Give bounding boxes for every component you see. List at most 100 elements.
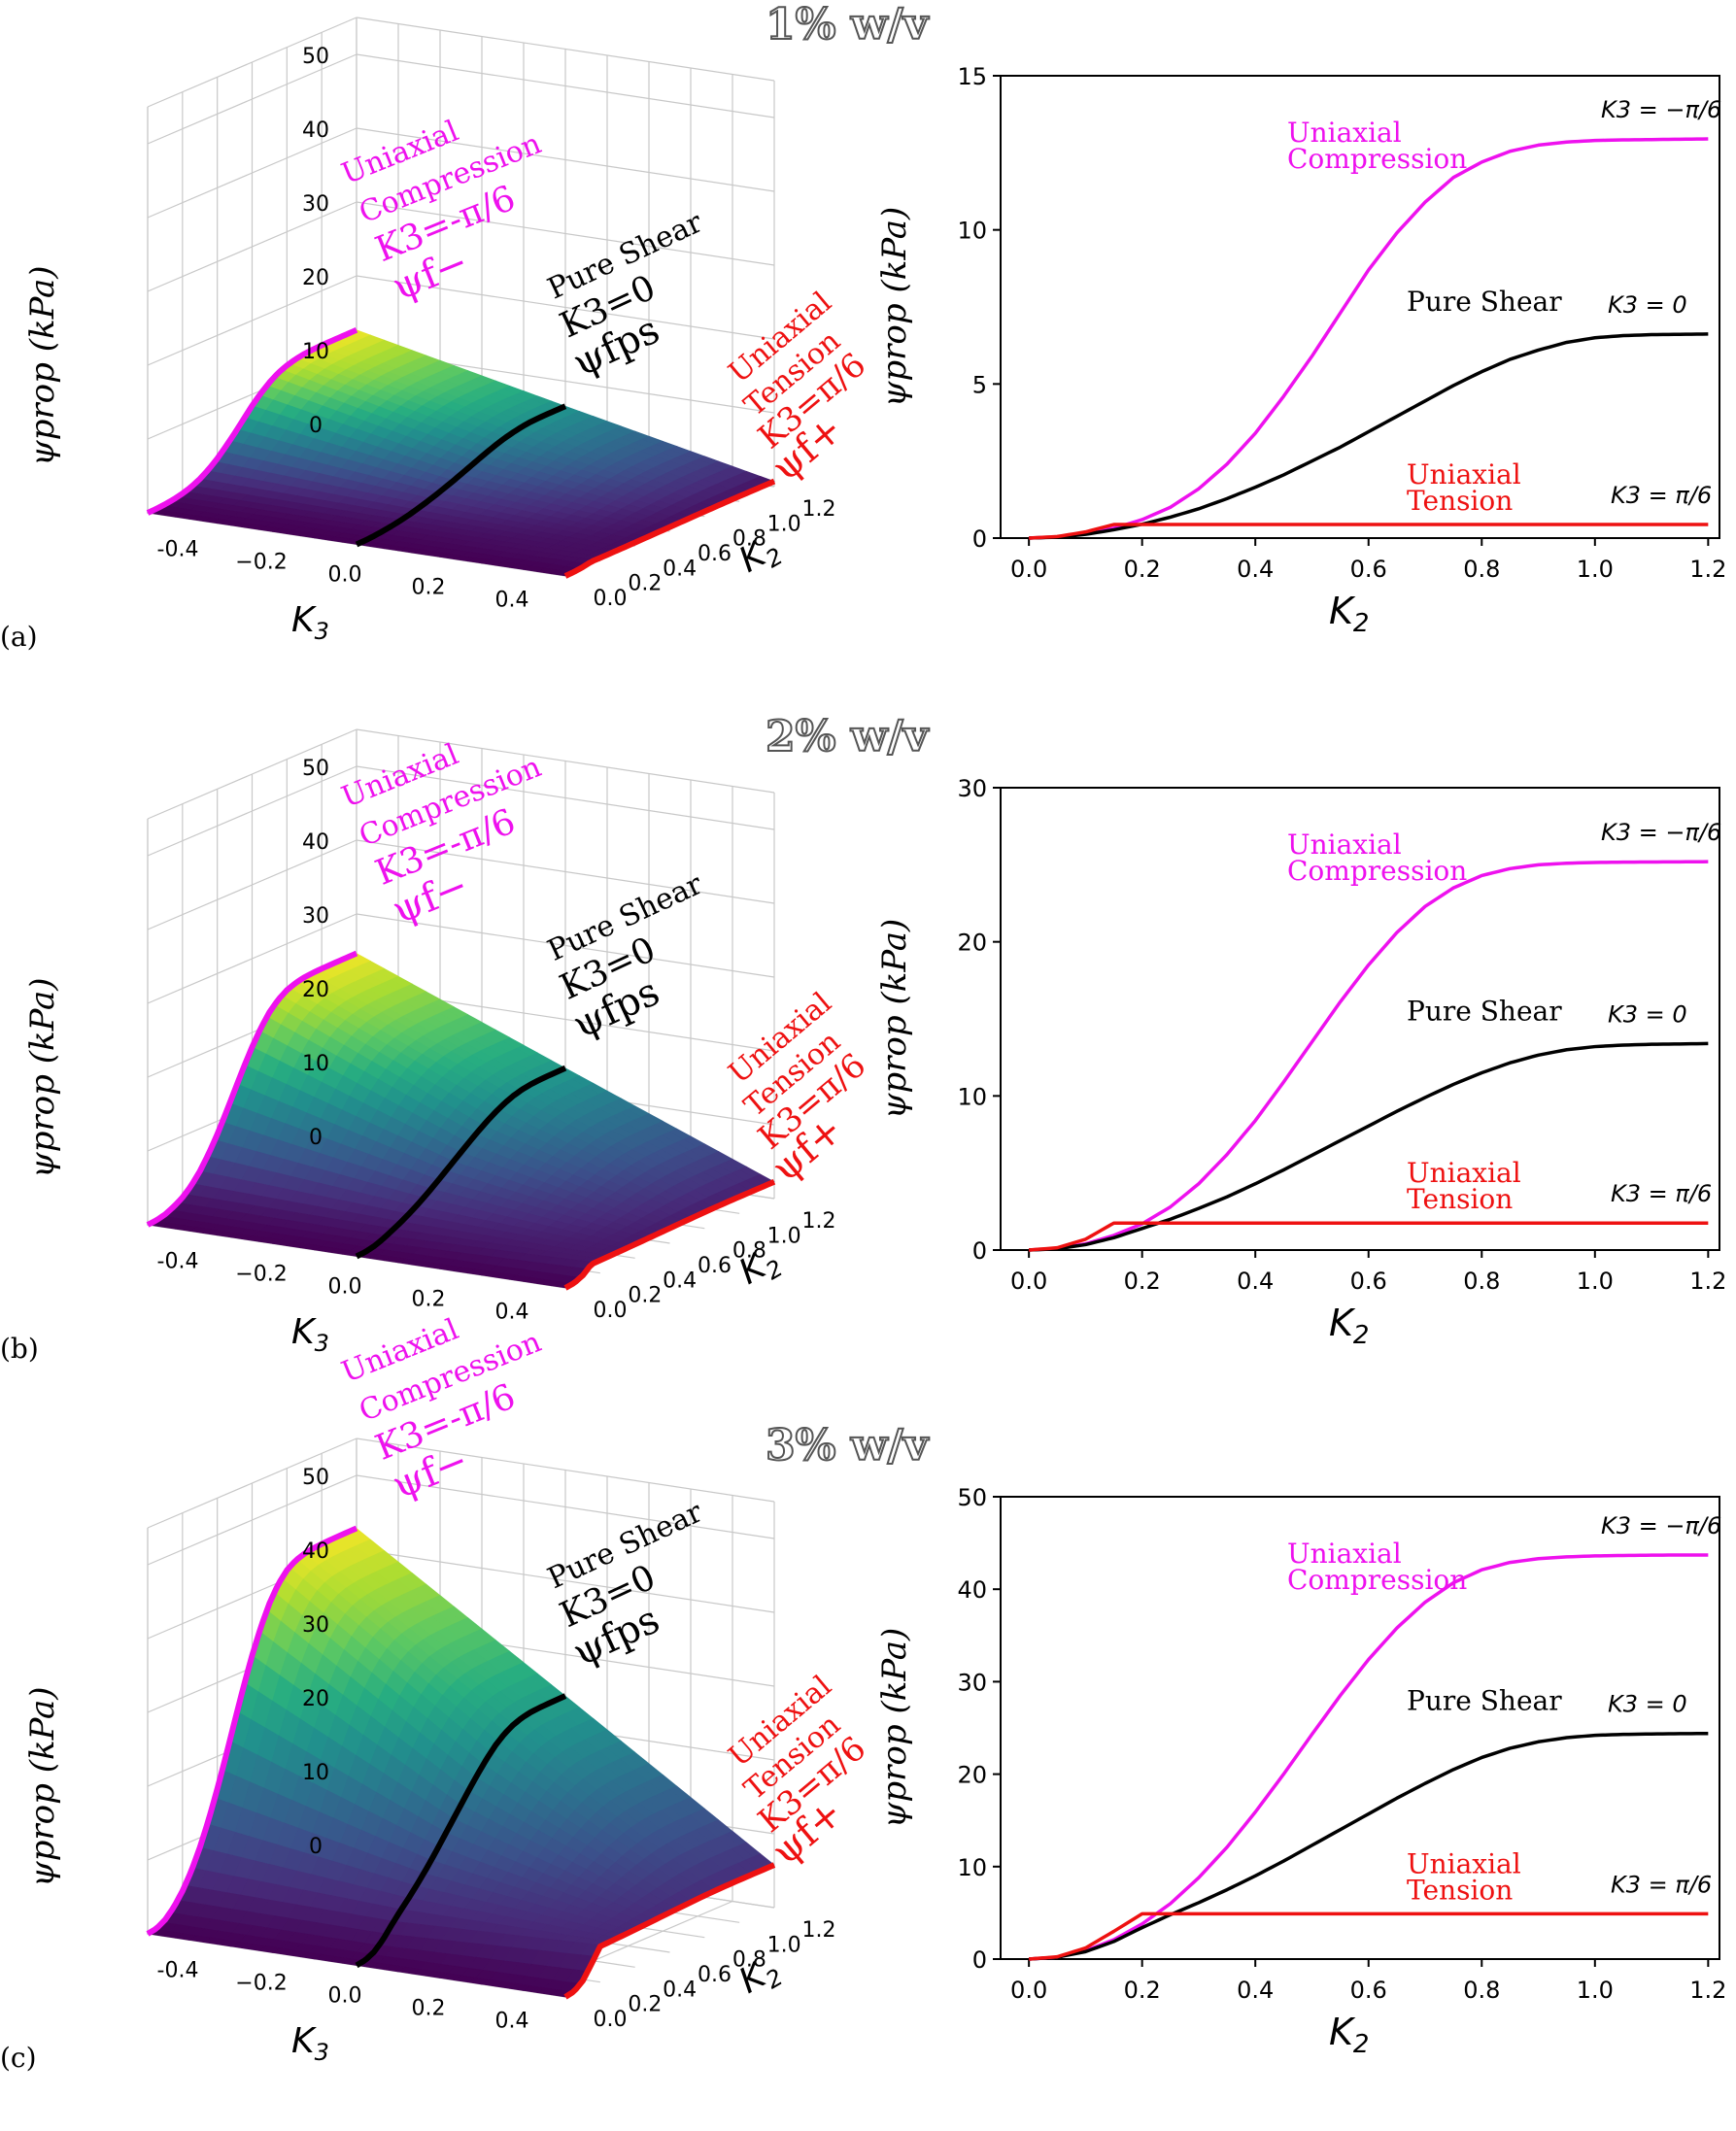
z-tick-label: 0 [309, 1835, 323, 1859]
surface-tension-curve [563, 478, 776, 579]
z-tick-label: 10 [302, 340, 329, 364]
z-tick-label: 30 [302, 192, 329, 217]
z-tick-label: 50 [302, 45, 329, 69]
x-tick-label: 0.0 [328, 1275, 362, 1300]
y-tick-label: 0.6 [698, 1963, 732, 1987]
plot-frame [1000, 75, 1720, 539]
k3-label-compression: K3 = −π/6 [1601, 819, 1721, 846]
z-tick-label: 40 [302, 118, 329, 143]
panel-letter: (b) [0, 1333, 39, 1365]
label-tension: Tension [1407, 1874, 1513, 1906]
series-compression [1029, 860, 1709, 1252]
line-chart: 0.0 0.2 0.4 0.6 0.8 1.0 1.2 0 10 20 30 K2 ψprop (kPa… [875, 775, 1726, 1350]
z-tick-label: 40 [302, 1539, 329, 1564]
k3-label-shear: K3 = 0 [1608, 1691, 1687, 1718]
x-tick-label: 0.8 [1463, 556, 1500, 583]
x-tick-label: 0.2 [412, 1288, 446, 1312]
x-tick-label: 1.0 [1577, 1268, 1614, 1295]
y-tick-label: 30 [957, 775, 987, 802]
y-tick-label: 1.2 [802, 1918, 836, 1943]
surface [147, 953, 775, 1289]
y-tick-label: 40 [957, 1576, 987, 1604]
y-tick-label: 0.0 [594, 587, 628, 611]
z-axis-label: ψprop (kPa) [23, 266, 62, 466]
series-shear [1029, 332, 1709, 540]
x-tick-label: 0.4 [1237, 1977, 1274, 2004]
series-compression [1029, 1553, 1709, 1961]
x-tick-label: 0.4 [1237, 556, 1274, 583]
x-tick-label: 0.0 [328, 563, 362, 588]
x-tick-label: 0.4 [495, 589, 529, 613]
x-tick-label: 0.2 [1124, 556, 1161, 583]
x-tick-label: -0.4 [157, 1959, 199, 1983]
y-tick-label: 50 [957, 1484, 987, 1511]
z-tick-label: 20 [302, 1687, 329, 1711]
y-tick-label: 30 [957, 1669, 987, 1696]
label-shear: Pure Shear [1407, 1685, 1562, 1717]
y-tick-label: 0.8 [732, 527, 766, 552]
x-tick-label: 0.4 [495, 1301, 529, 1325]
k3-label-compression: K3 = −π/6 [1601, 1512, 1721, 1539]
x-axis-label: K2 [1329, 2011, 1369, 2059]
x-tick-label: −0.2 [235, 1263, 287, 1287]
y-axis-label: ψprop (kPa) [875, 919, 914, 1119]
y-tick-label: 1.2 [802, 1209, 836, 1234]
z-tick-label: 10 [302, 1761, 329, 1785]
y-tick-label: 0.4 [663, 1268, 697, 1293]
y-tick-label: 20 [957, 1762, 987, 1789]
x-tick-label: −0.2 [235, 1972, 287, 1996]
label-compression: Compression [1287, 855, 1467, 887]
k3-label-tension: K3 = π/6 [1611, 1180, 1712, 1207]
k3-label-tension: K3 = π/6 [1611, 1871, 1712, 1898]
y-tick-label: 1.0 [767, 512, 801, 536]
z-tick-label: 10 [302, 1052, 329, 1076]
k3-label-compression: K3 = −π/6 [1601, 96, 1721, 123]
x-tick-label: −0.2 [235, 551, 287, 575]
x-tick-label: -0.4 [157, 1250, 199, 1274]
x-tick-label: 0.2 [412, 1997, 446, 2021]
y-tick-label: 0.0 [594, 2008, 628, 2032]
surface [146, 329, 775, 577]
x-tick-label: -0.4 [157, 538, 199, 562]
label-compression: Compression [1287, 1564, 1467, 1596]
x-axis-label: K3 [291, 1312, 329, 1357]
x-axis-label: K3 [291, 600, 329, 645]
z-tick-label: 30 [302, 904, 329, 929]
y-tick-label: 10 [957, 1083, 987, 1110]
label-compression: Compression [1287, 143, 1467, 175]
line-chart: 0.0 0.2 0.4 0.6 0.8 1.0 1.2 0 5 10 15 K2 ψprop (kPa)… [875, 63, 1726, 638]
y-tick-label: 1.0 [767, 1933, 801, 1957]
y-tick-label: 10 [957, 1854, 987, 1881]
y-axis-label: ψprop (kPa) [875, 207, 914, 407]
y-tick-label: 0.0 [594, 1299, 628, 1323]
x-tick-label: 0.2 [1124, 1977, 1161, 2004]
x-tick-label: 1.0 [1577, 1977, 1614, 2004]
x-tick-label: 0.0 [328, 1984, 362, 2009]
series-shear [1029, 1731, 1709, 1961]
label-tension: Uniaxial [1407, 458, 1521, 490]
line-chart: 0.0 0.2 0.4 0.6 0.8 1.0 1.2 0 10 20 30 40 50 K2 ψprop … [875, 1484, 1726, 2059]
y-tick-label: 0 [972, 525, 987, 553]
x-tick-label: 0.8 [1463, 1268, 1500, 1295]
y-tick-label: 0.2 [628, 572, 662, 596]
x-tick-label: 0.6 [1350, 556, 1387, 583]
y-tick-label: 0 [972, 1946, 987, 1974]
panel-letter: (c) [0, 2042, 37, 2074]
x-tick-label: 0.0 [1010, 1977, 1047, 2004]
panel-title: 2% w/v [766, 712, 930, 761]
series-compression [1029, 137, 1709, 540]
z-tick-label: 20 [302, 266, 329, 290]
x-tick-label: 0.2 [412, 576, 446, 600]
z-tick-label: 0 [309, 414, 323, 438]
k3-label-shear: K3 = 0 [1608, 291, 1687, 319]
y-tick-label: 5 [972, 371, 987, 398]
y-tick-label: 0.4 [663, 557, 697, 581]
